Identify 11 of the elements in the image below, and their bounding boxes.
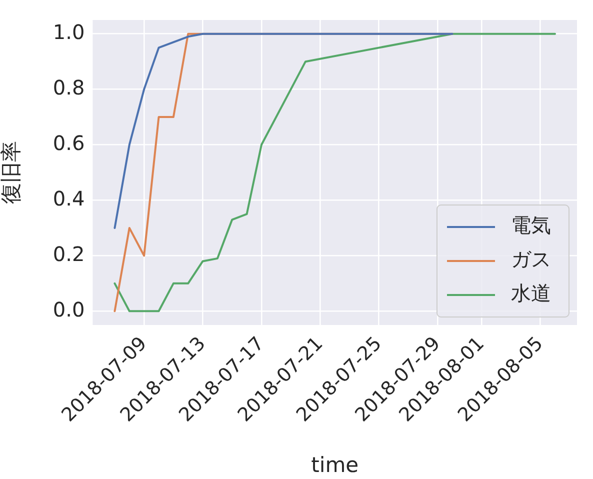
y-tick-label: 0.0 <box>52 297 85 322</box>
y-tick-label: 1.0 <box>52 20 85 44</box>
y-tick-label: 0.2 <box>52 242 85 266</box>
legend-label: ガス <box>511 247 551 272</box>
legend-label: 水道 <box>511 281 551 306</box>
y-tick-label: 0.8 <box>52 76 85 100</box>
y-tick-label: 0.4 <box>52 186 85 210</box>
legend-label: 電気 <box>511 213 551 238</box>
y-axis-title: 復旧率 <box>0 141 24 204</box>
y-tick-label: 0.6 <box>52 130 85 155</box>
x-axis-title: time <box>311 452 359 477</box>
